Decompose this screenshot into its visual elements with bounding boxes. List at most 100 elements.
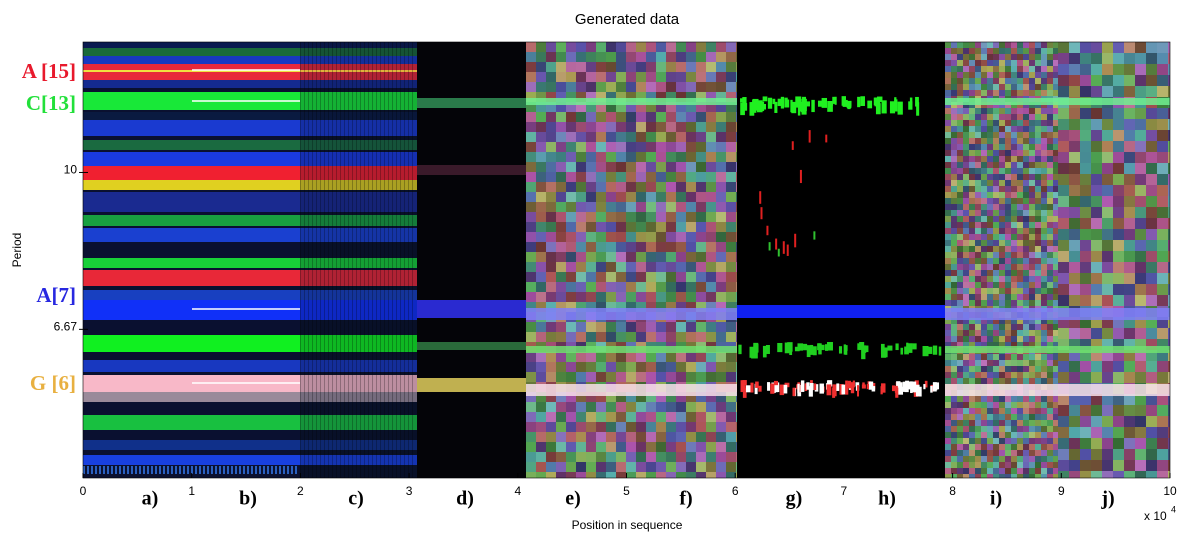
texture	[963, 156, 969, 162]
texture	[676, 132, 686, 142]
texture	[1023, 360, 1029, 366]
texture	[1035, 264, 1041, 270]
texture	[999, 174, 1005, 180]
texture	[1017, 54, 1023, 60]
texture	[1146, 75, 1157, 86]
texture	[417, 165, 526, 175]
texture	[1047, 132, 1053, 138]
texture	[969, 378, 975, 384]
texture	[526, 112, 536, 122]
texture	[1041, 450, 1047, 456]
texture	[1135, 64, 1146, 75]
texture	[656, 282, 666, 292]
texture	[1124, 295, 1135, 306]
texture	[676, 52, 686, 62]
texture	[957, 216, 963, 222]
texture	[736, 332, 737, 342]
texture	[975, 354, 981, 360]
texture	[536, 52, 546, 62]
texture	[1017, 474, 1023, 478]
texture	[987, 204, 993, 210]
texture	[1023, 456, 1029, 462]
texture	[1011, 354, 1017, 360]
texture	[969, 372, 975, 378]
texture	[993, 180, 999, 186]
texture	[536, 232, 546, 242]
texture	[536, 372, 546, 382]
texture	[215, 466, 217, 474]
texture	[1146, 86, 1157, 97]
texture	[945, 246, 951, 252]
texture	[1041, 288, 1047, 294]
texture	[1035, 444, 1041, 450]
texture	[1029, 198, 1035, 204]
texture	[1135, 130, 1146, 141]
texture	[1053, 222, 1058, 228]
texture	[247, 466, 249, 474]
texture	[792, 141, 794, 150]
texture	[957, 258, 963, 264]
texture	[576, 212, 586, 222]
texture	[951, 432, 957, 438]
texture	[975, 288, 981, 294]
texture	[1005, 144, 1011, 150]
texture	[1023, 240, 1029, 246]
texture	[636, 262, 646, 272]
texture	[836, 383, 839, 391]
texture	[636, 42, 646, 52]
texture	[1017, 84, 1023, 90]
texture	[1053, 198, 1058, 204]
texture	[1135, 262, 1146, 273]
texture	[656, 42, 666, 52]
texture	[1102, 273, 1113, 284]
texture	[606, 182, 616, 192]
texture	[586, 182, 596, 192]
texture	[352, 42, 353, 478]
texture	[1035, 180, 1041, 186]
texture	[1041, 420, 1047, 426]
texture	[1041, 78, 1047, 84]
texture	[1017, 246, 1023, 252]
texture	[1124, 174, 1135, 185]
texture	[596, 282, 606, 292]
texture	[1091, 130, 1102, 141]
texture	[1011, 474, 1017, 478]
texture	[576, 452, 586, 462]
texture	[267, 466, 269, 474]
texture	[1113, 372, 1124, 383]
texture	[636, 402, 646, 412]
texture	[736, 462, 737, 472]
texture	[111, 466, 113, 474]
texture	[975, 54, 981, 60]
texture	[606, 132, 616, 142]
texture	[576, 322, 586, 332]
texture	[1029, 378, 1035, 384]
texture	[736, 152, 737, 162]
texture	[999, 66, 1005, 72]
texture	[1029, 462, 1035, 468]
texture	[736, 372, 737, 382]
texture	[945, 54, 951, 60]
texture	[1041, 396, 1047, 402]
texture	[1011, 438, 1017, 444]
texture	[1069, 229, 1080, 240]
texture	[975, 144, 981, 150]
texture	[1023, 162, 1029, 168]
texture	[981, 126, 987, 132]
texture	[596, 172, 606, 182]
texture	[993, 60, 999, 66]
texture	[376, 42, 377, 478]
texture	[556, 122, 566, 132]
texture	[626, 202, 636, 212]
texture	[1091, 185, 1102, 196]
texture	[706, 372, 716, 382]
texture	[636, 422, 646, 432]
texture	[1058, 42, 1069, 53]
texture	[526, 442, 536, 452]
texture	[666, 182, 676, 192]
texture	[656, 252, 666, 262]
texture	[1005, 150, 1011, 156]
texture	[1017, 210, 1023, 216]
texture	[981, 444, 987, 450]
texture	[1023, 198, 1029, 204]
